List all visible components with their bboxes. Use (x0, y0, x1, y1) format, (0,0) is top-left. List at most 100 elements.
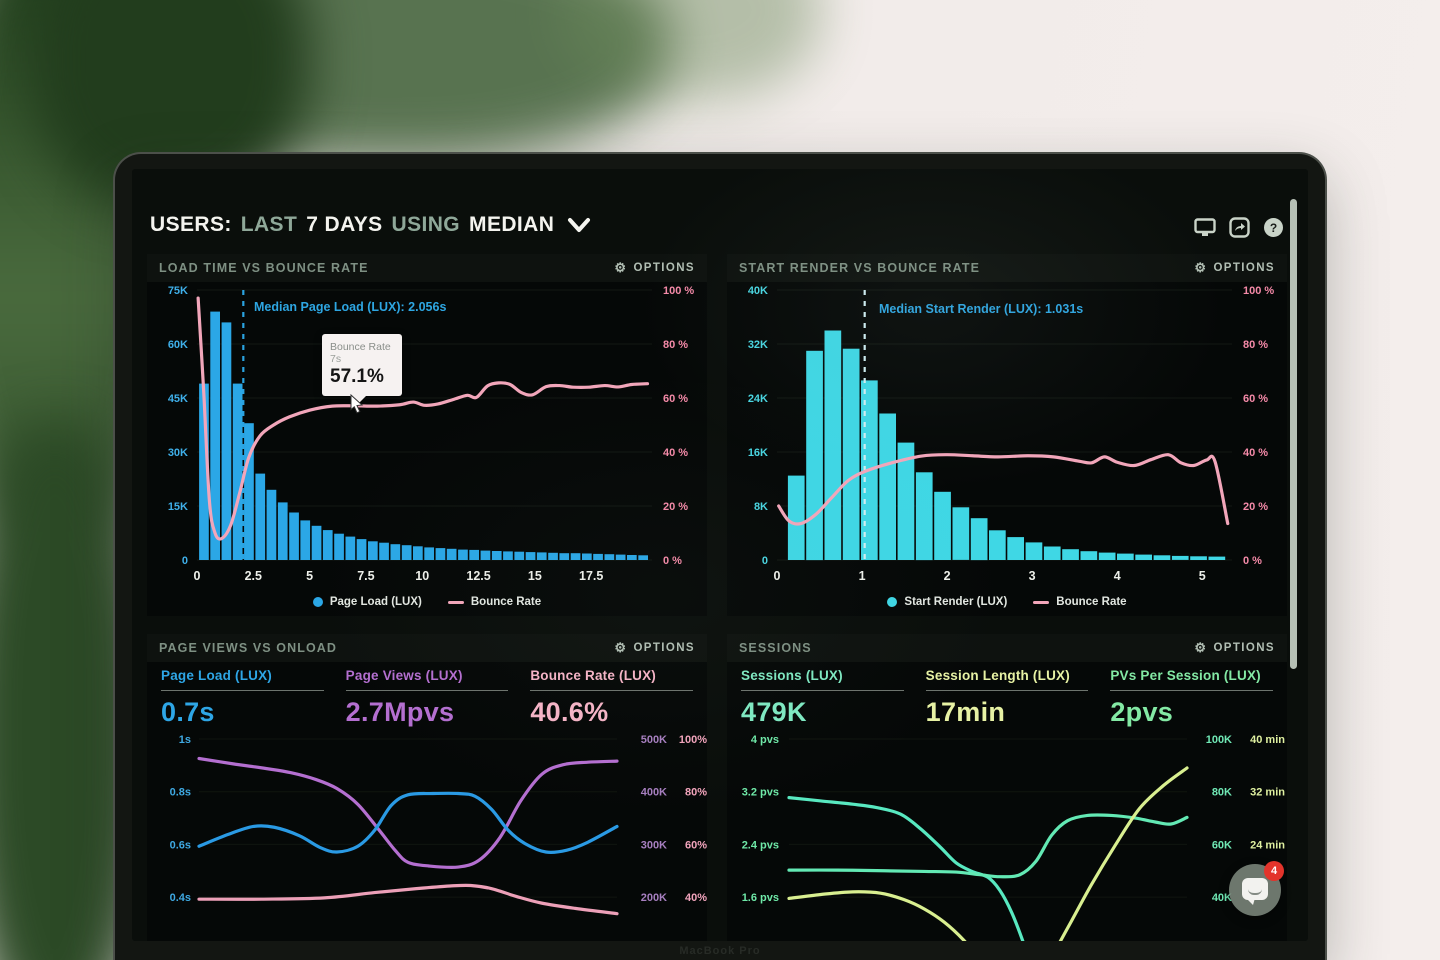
svg-text:40K: 40K (748, 285, 768, 297)
start-render-chart[interactable]: 40K 100 % 32K 80 % 24K 60 % 16K 40 % 8K 20 % 0 0 % 0… (727, 282, 1287, 616)
options-button[interactable]: ⚙ OPTIONS (1194, 260, 1275, 276)
title-segment: MEDIAN (469, 213, 555, 236)
divider (345, 690, 509, 691)
dashboard-screen: USERS: LAST 7 DAYS USING MEDIAN ? (132, 169, 1308, 941)
svg-text:60K: 60K (1212, 839, 1232, 851)
median-annotation: Median Start Render (LUX): 1.031s (879, 302, 1084, 316)
divider (1110, 690, 1274, 691)
scrollbar[interactable] (1290, 199, 1297, 669)
legend-start-render[interactable]: Start Render (LUX) (887, 596, 1007, 608)
svg-text:3: 3 (1029, 569, 1036, 583)
laptop-frame: USERS: LAST 7 DAYS USING MEDIAN ? (113, 152, 1327, 960)
svg-text:17.5: 17.5 (579, 569, 603, 583)
panel-title: PAGE VIEWS VS ONLOAD (159, 641, 338, 655)
legend-bounce-rate[interactable]: Bounce Rate (1033, 596, 1127, 608)
svg-text:80%: 80% (685, 787, 707, 799)
metric-page-views: Page Views (LUX) 2.7Mpvs (345, 668, 509, 728)
svg-text:32K: 32K (748, 339, 768, 351)
chevron-down-icon (568, 218, 591, 232)
svg-text:?: ? (1270, 221, 1277, 235)
series-line-icon (1033, 600, 1050, 604)
svg-text:10: 10 (415, 569, 429, 583)
series-dot-icon (312, 597, 323, 607)
svg-text:400K: 400K (641, 787, 667, 799)
panel-page-views: PAGE VIEWS VS ONLOAD ⚙ OPTIONS Page Load… (147, 634, 707, 941)
divider (161, 690, 324, 691)
dashboard-title-dropdown[interactable]: USERS: LAST 7 DAYS USING MEDIAN (150, 213, 591, 237)
tooltip-x-value: 7s (330, 353, 342, 365)
svg-text:40 %: 40 % (1243, 447, 1268, 459)
options-label: OPTIONS (633, 262, 695, 274)
svg-text:0: 0 (194, 569, 201, 583)
tooltip-series: Bounce Rate (330, 341, 391, 353)
svg-text:4: 4 (1114, 569, 1121, 583)
svg-text:15: 15 (528, 569, 542, 583)
svg-text:2: 2 (944, 569, 951, 583)
svg-text:80K: 80K (1212, 787, 1232, 799)
gear-icon: ⚙ (614, 260, 628, 275)
svg-text:30K: 30K (168, 447, 188, 459)
load-time-chart[interactable]: 75K 100 % 60K 80 % 45K 60 % 30K 40 % 15K 20 % 0 0 %… (147, 282, 707, 616)
options-button[interactable]: ⚙ OPTIONS (614, 260, 695, 276)
svg-text:15K: 15K (168, 501, 188, 513)
svg-text:100%: 100% (679, 734, 707, 746)
laptop-brand: MacBook Pro (679, 945, 761, 957)
share-icon[interactable] (1229, 217, 1250, 238)
median-annotation: Median Page Load (LUX): 2.056s (254, 300, 447, 314)
divider (530, 690, 694, 691)
svg-text:16K: 16K (748, 447, 768, 459)
svg-text:80 %: 80 % (1243, 339, 1268, 351)
tooltip-value: 57.1% (330, 366, 384, 387)
options-label: OPTIONS (633, 642, 695, 654)
svg-text:300K: 300K (641, 839, 667, 851)
series-line-icon (447, 600, 464, 604)
svg-text:40 min: 40 min (1250, 734, 1285, 746)
svg-text:60 %: 60 % (663, 393, 688, 405)
svg-text:5: 5 (1199, 569, 1206, 583)
chat-bubble-icon (1242, 878, 1268, 905)
svg-text:24K: 24K (748, 393, 768, 405)
legend-bounce-rate[interactable]: Bounce Rate (447, 596, 541, 608)
svg-text:0: 0 (762, 555, 768, 567)
panel-title: LOAD TIME VS BOUNCE RATE (159, 261, 369, 275)
mouse-cursor (350, 394, 364, 414)
metric-session-length: Session Length (LUX) 17min (925, 668, 1089, 728)
svg-text:0.8s: 0.8s (170, 787, 191, 799)
page-views-chart[interactable]: 1s 500K 100% 0.8s 400K 80% 0.6s 300K 60% 0.4s 200K… (147, 729, 707, 941)
svg-text:8K: 8K (754, 501, 768, 513)
svg-text:40 %: 40 % (663, 447, 688, 459)
options-button[interactable]: ⚙ OPTIONS (1194, 640, 1275, 656)
panel-sessions: SESSIONS ⚙ OPTIONS Sessions (LUX) 479K S… (727, 634, 1287, 941)
sessions-chart[interactable]: 4 pvs 100K 40 min 3.2 pvs 80K 32 min 2.4 pvs 60… (727, 729, 1287, 941)
title-segment: LAST (240, 213, 298, 236)
svg-text:3.2 pvs: 3.2 pvs (742, 787, 779, 799)
svg-text:20 %: 20 % (663, 501, 688, 513)
svg-text:2.4 pvs: 2.4 pvs (742, 839, 779, 851)
display-icon[interactable] (1194, 218, 1216, 237)
gear-icon: ⚙ (1194, 260, 1208, 275)
svg-text:32 min: 32 min (1250, 787, 1285, 799)
metric-page-load: Page Load (LUX) 0.7s (161, 668, 324, 728)
metric-pvs-per-session: PVs Per Session (LUX) 2pvs (1110, 668, 1274, 728)
svg-text:1: 1 (859, 569, 866, 583)
svg-text:80 %: 80 % (663, 339, 688, 351)
svg-text:7.5: 7.5 (357, 569, 374, 583)
svg-text:5: 5 (306, 569, 313, 583)
panel-title: SESSIONS (739, 641, 812, 655)
options-button[interactable]: ⚙ OPTIONS (614, 640, 695, 656)
svg-text:0: 0 (774, 569, 781, 583)
help-icon[interactable]: ? (1263, 217, 1284, 238)
legend-page-load[interactable]: Page Load (LUX) (312, 596, 422, 608)
svg-text:60 %: 60 % (1243, 393, 1268, 405)
svg-text:200K: 200K (641, 892, 667, 904)
chat-widget-button[interactable]: 4 (1229, 861, 1284, 916)
svg-text:60K: 60K (168, 339, 188, 351)
svg-text:24 min: 24 min (1250, 839, 1285, 851)
svg-text:40%: 40% (685, 892, 707, 904)
svg-text:12.5: 12.5 (466, 569, 490, 583)
options-label: OPTIONS (1213, 262, 1275, 274)
options-label: OPTIONS (1213, 642, 1275, 654)
metric-bounce-rate: Bounce Rate (LUX) 40.6% (530, 668, 694, 728)
svg-text:0 %: 0 % (1243, 555, 1262, 567)
svg-text:60%: 60% (685, 839, 707, 851)
